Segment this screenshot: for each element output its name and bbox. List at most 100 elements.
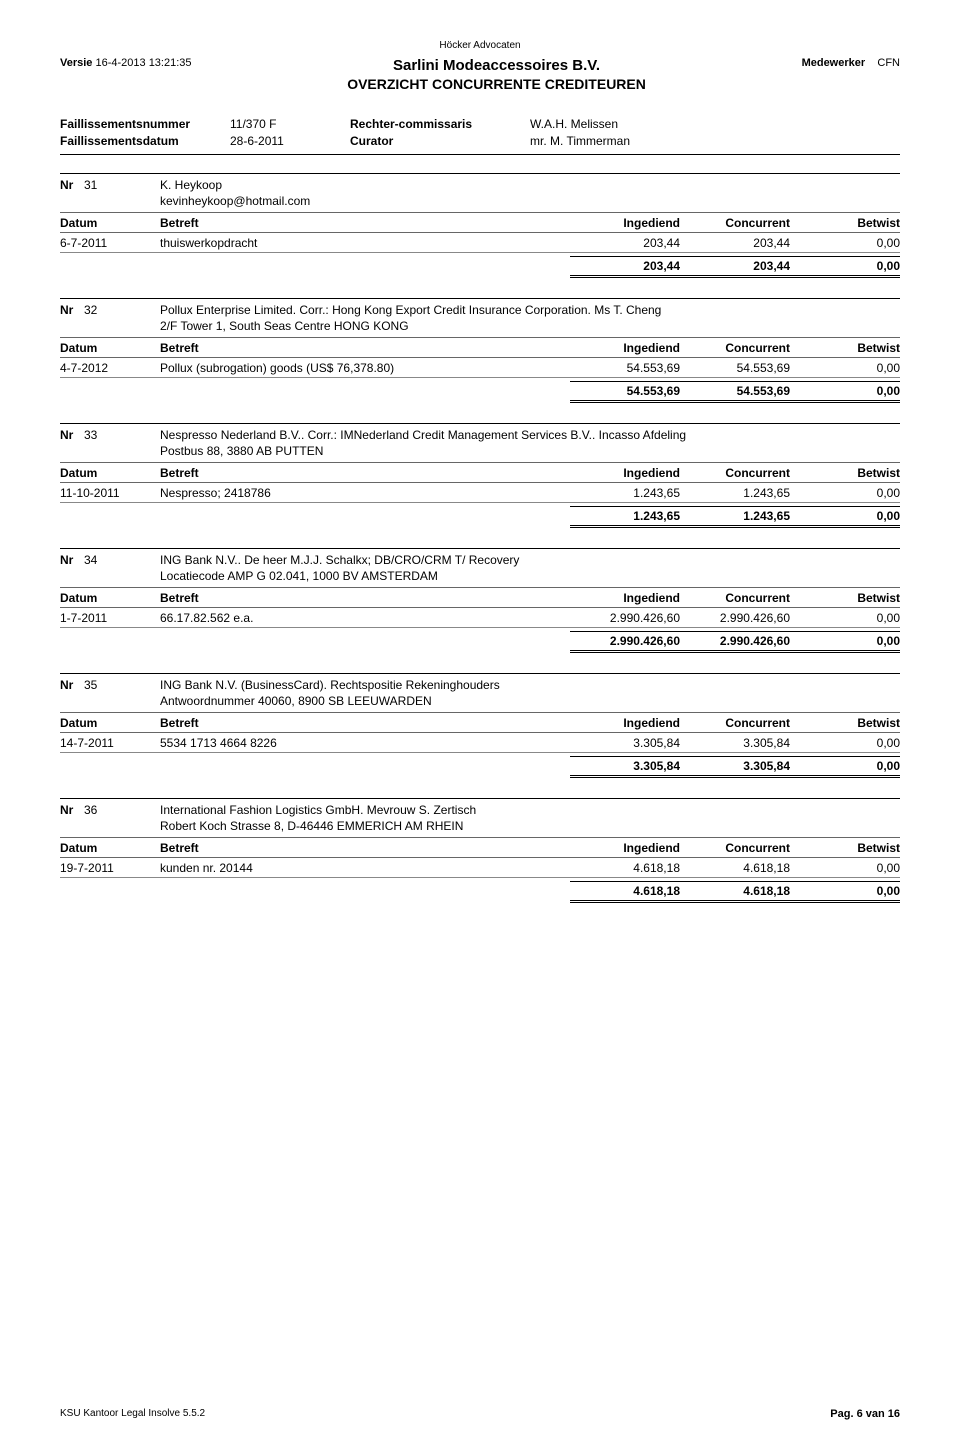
cell-ingediend: 2.990.426,60	[570, 611, 680, 625]
nr-label: Nr	[60, 678, 84, 708]
creditor-name: International Fashion Logistics GmbH. Me…	[160, 803, 900, 817]
cell-datum: 1-7-2011	[60, 611, 160, 625]
cell-datum: 6-7-2011	[60, 236, 160, 250]
creditor-address: 2/F Tower 1, South Seas Centre HONG KONG	[160, 319, 900, 333]
nr-value: 34	[84, 553, 160, 583]
col-ingediend: Ingediend	[570, 341, 680, 355]
creditor-address: Antwoordnummer 40060, 8900 SB LEEUWARDEN	[160, 694, 900, 708]
col-datum: Datum	[60, 216, 160, 230]
cu-label: Curator	[350, 133, 530, 150]
total-betwist: 0,00	[790, 381, 900, 403]
version-label: Versie	[60, 57, 92, 69]
total-concurrent: 4.618,18	[680, 881, 790, 903]
medewerker-label: Medewerker	[802, 57, 866, 69]
total-concurrent: 1.243,65	[680, 506, 790, 528]
total-ingediend: 1.243,65	[570, 506, 680, 528]
total-betwist: 0,00	[790, 631, 900, 653]
table-row: 6-7-2011thuiswerkopdracht203,44203,440,0…	[60, 233, 900, 253]
col-betreft: Betreft	[160, 341, 570, 355]
creditor-header: Nr36International Fashion Logistics GmbH…	[60, 798, 900, 838]
case-info: Faillissementsnummer Faillissementsdatum…	[60, 116, 900, 155]
nr-label: Nr	[60, 303, 84, 333]
cell-betreft: kunden nr. 20144	[160, 861, 570, 875]
col-betwist: Betwist	[790, 591, 900, 605]
table-row: 4-7-2012Pollux (subrogation) goods (US$ …	[60, 358, 900, 378]
cell-datum: 11-10-2011	[60, 486, 160, 500]
col-betreft: Betreft	[160, 716, 570, 730]
cell-concurrent: 4.618,18	[680, 861, 790, 875]
nr-label: Nr	[60, 553, 84, 583]
cell-betwist: 0,00	[790, 236, 900, 250]
cell-ingediend: 203,44	[570, 236, 680, 250]
medewerker-value: CFN	[877, 57, 900, 69]
creditor-name: Pollux Enterprise Limited. Corr.: Hong K…	[160, 303, 900, 317]
cell-betreft: 5534 1713 4664 8226	[160, 736, 570, 750]
creditor-address: Robert Koch Strasse 8, D-46446 EMMERICH …	[160, 819, 900, 833]
col-betreft: Betreft	[160, 466, 570, 480]
nr-value: 31	[84, 178, 160, 208]
cell-datum: 4-7-2012	[60, 361, 160, 375]
footer-left: KSU Kantoor Legal Insolve 5.5.2	[60, 1408, 205, 1420]
nr-value: 35	[84, 678, 160, 708]
creditor-block: Nr32Pollux Enterprise Limited. Corr.: Ho…	[60, 298, 900, 405]
col-datum: Datum	[60, 341, 160, 355]
col-datum: Datum	[60, 466, 160, 480]
col-betreft: Betreft	[160, 216, 570, 230]
footer-page: Pag. 6 van 16	[830, 1408, 900, 1420]
col-concurrent: Concurrent	[680, 716, 790, 730]
total-concurrent: 3.305,84	[680, 756, 790, 778]
cell-ingediend: 54.553,69	[570, 361, 680, 375]
firm-name: Höcker Advocaten	[60, 40, 900, 51]
col-betreft: Betreft	[160, 591, 570, 605]
medewerker-block: Medewerker CFN	[802, 57, 900, 69]
cell-datum: 14-7-2011	[60, 736, 160, 750]
nr-value: 32	[84, 303, 160, 333]
cell-ingediend: 1.243,65	[570, 486, 680, 500]
nr-label: Nr	[60, 428, 84, 458]
creditor-block: Nr33Nespresso Nederland B.V.. Corr.: IMN…	[60, 423, 900, 530]
fn-label: Faillissementsnummer	[60, 116, 230, 133]
col-betwist: Betwist	[790, 466, 900, 480]
cell-betreft: thuiswerkopdracht	[160, 236, 570, 250]
fn-value: 11/370 F	[230, 116, 350, 133]
col-concurrent: Concurrent	[680, 841, 790, 855]
cell-concurrent: 203,44	[680, 236, 790, 250]
creditor-block: Nr35ING Bank N.V. (BusinessCard). Rechts…	[60, 673, 900, 780]
creditor-name: ING Bank N.V. (BusinessCard). Rechtsposi…	[160, 678, 900, 692]
col-ingediend: Ingediend	[570, 466, 680, 480]
page-title: Sarlini Modeaccessoires B.V.	[192, 57, 802, 74]
cell-betwist: 0,00	[790, 861, 900, 875]
cell-betreft: 66.17.82.562 e.a.	[160, 611, 570, 625]
cell-betreft: Nespresso; 2418786	[160, 486, 570, 500]
cell-concurrent: 54.553,69	[680, 361, 790, 375]
creditor-block: Nr31K. Heykoopkevinheykoop@hotmail.comDa…	[60, 173, 900, 280]
total-betwist: 0,00	[790, 256, 900, 278]
page-subtitle: OVERZICHT CONCURRENTE CREDITEUREN	[192, 76, 802, 92]
col-concurrent: Concurrent	[680, 591, 790, 605]
col-betwist: Betwist	[790, 216, 900, 230]
table-header: DatumBetreftIngediendConcurrentBetwist	[60, 463, 900, 483]
cell-betwist: 0,00	[790, 611, 900, 625]
cell-ingediend: 3.305,84	[570, 736, 680, 750]
creditor-address: kevinheykoop@hotmail.com	[160, 194, 900, 208]
col-datum: Datum	[60, 591, 160, 605]
cell-betwist: 0,00	[790, 736, 900, 750]
table-header: DatumBetreftIngediendConcurrentBetwist	[60, 838, 900, 858]
total-concurrent: 2.990.426,60	[680, 631, 790, 653]
rc-value: W.A.H. Melissen	[530, 116, 900, 133]
col-concurrent: Concurrent	[680, 466, 790, 480]
total-ingediend: 3.305,84	[570, 756, 680, 778]
total-betwist: 0,00	[790, 756, 900, 778]
total-ingediend: 203,44	[570, 256, 680, 278]
col-ingediend: Ingediend	[570, 591, 680, 605]
table-total: 54.553,6954.553,690,00	[60, 378, 900, 405]
col-concurrent: Concurrent	[680, 216, 790, 230]
col-datum: Datum	[60, 841, 160, 855]
total-ingediend: 2.990.426,60	[570, 631, 680, 653]
cell-betwist: 0,00	[790, 361, 900, 375]
creditor-block: Nr36International Fashion Logistics GmbH…	[60, 798, 900, 905]
table-row: 11-10-2011Nespresso; 24187861.243,651.24…	[60, 483, 900, 503]
table-header: DatumBetreftIngediendConcurrentBetwist	[60, 338, 900, 358]
creditor-name: K. Heykoop	[160, 178, 900, 192]
total-betwist: 0,00	[790, 506, 900, 528]
